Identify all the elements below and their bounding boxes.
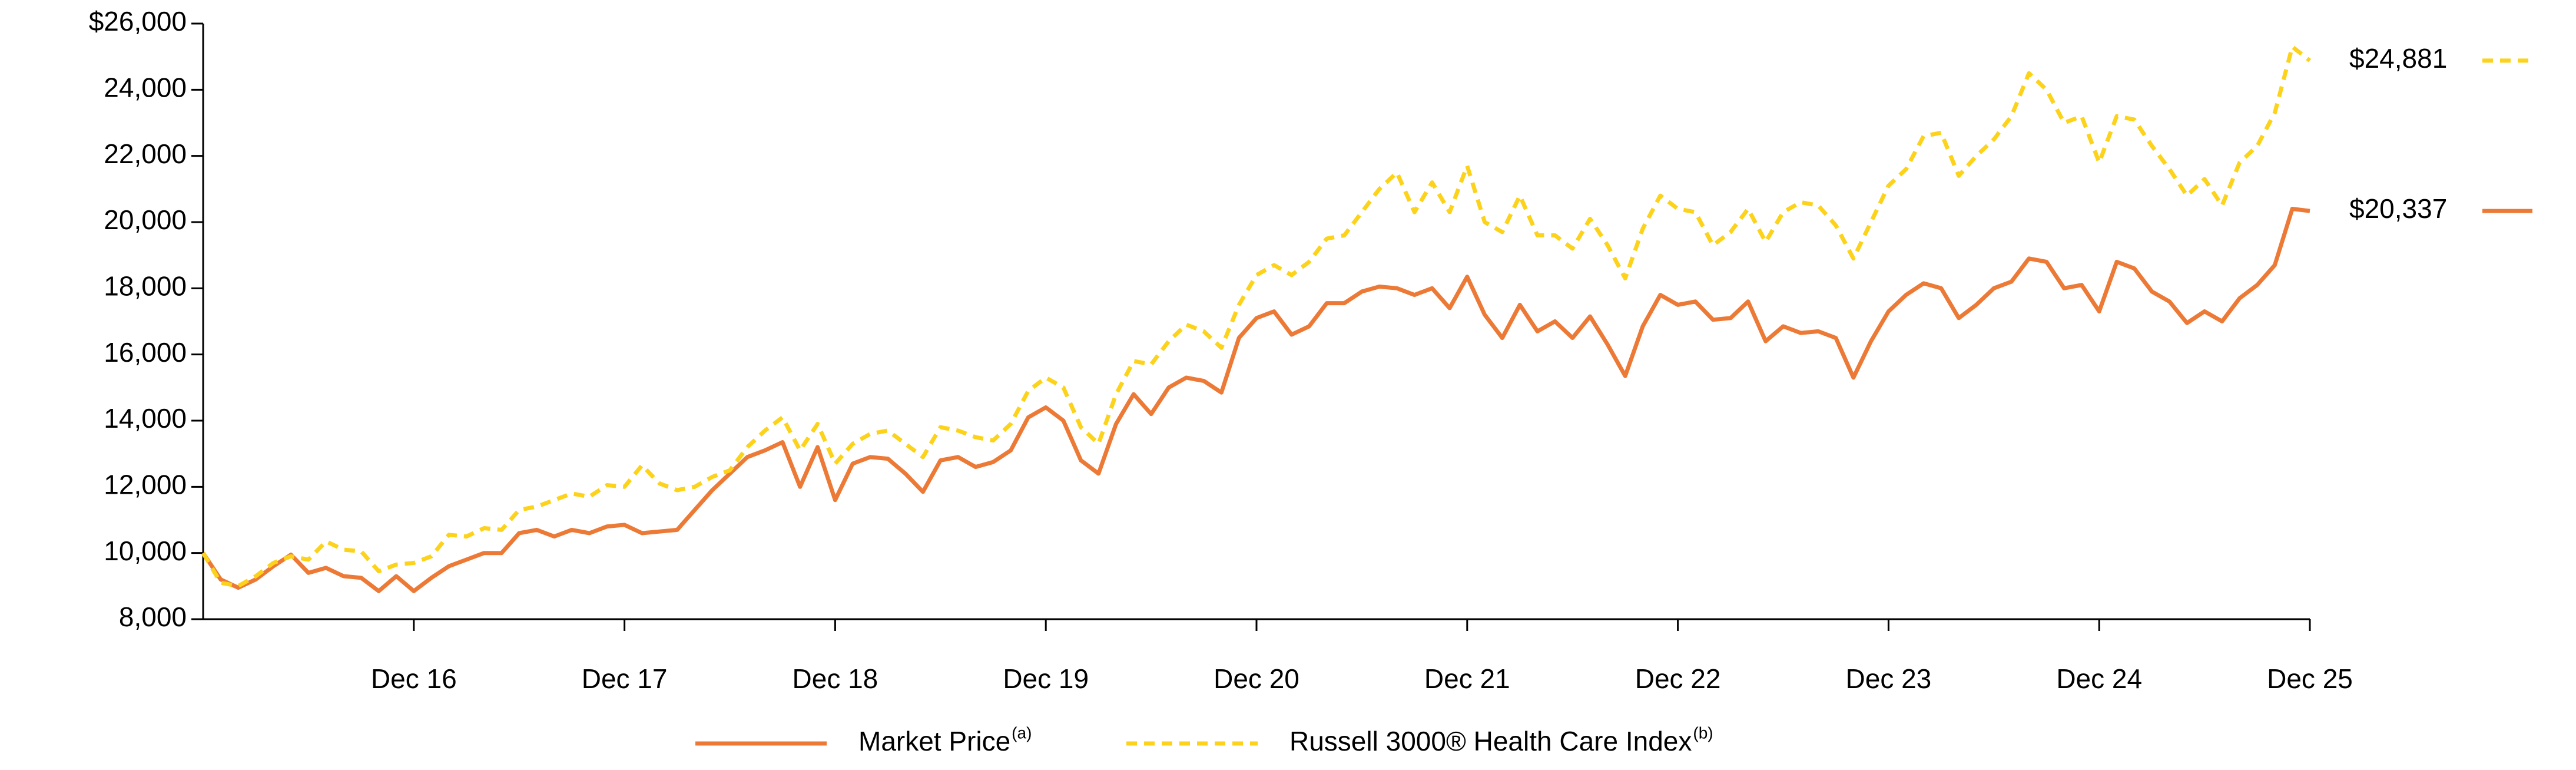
y-tick-label: 8,000 <box>119 602 187 632</box>
x-tick-label: Dec 23 <box>1846 663 1932 694</box>
series-line <box>201 207 2310 593</box>
x-tick-label: Dec 18 <box>793 663 878 694</box>
legend-label: Market Price <box>858 726 1010 756</box>
y-tick-label: 10,000 <box>104 536 187 566</box>
end-label: $20,337 <box>2349 193 2447 224</box>
legend-superscript: (b) <box>1693 723 1713 742</box>
y-tick-label: 14,000 <box>104 403 187 434</box>
x-tick-label: Dec 17 <box>582 663 668 694</box>
x-tick-label: Dec 25 <box>2267 663 2353 694</box>
x-tick-label: Dec 21 <box>1424 663 1510 694</box>
x-tick-label: Dec 22 <box>1635 663 1721 694</box>
x-tick-label: Dec 19 <box>1003 663 1089 694</box>
y-tick-label: 16,000 <box>104 337 187 368</box>
y-tick-label: 22,000 <box>104 138 187 169</box>
x-tick-label: Dec 16 <box>371 663 457 694</box>
series-line <box>201 44 2312 589</box>
y-tick-label: 18,000 <box>104 270 187 301</box>
x-tick-label: Dec 24 <box>2056 663 2142 694</box>
x-tick-label: Dec 20 <box>1214 663 1299 694</box>
y-tick-label: 12,000 <box>104 469 187 500</box>
y-tick-label: 24,000 <box>104 72 187 103</box>
end-label: $24,881 <box>2349 43 2447 74</box>
y-tick-label: $26,000 <box>89 6 187 37</box>
legend-label: Russell 3000® Health Care Index <box>1289 726 1692 756</box>
legend-superscript: (a) <box>1012 723 1032 742</box>
y-tick-label: 20,000 <box>104 204 187 235</box>
